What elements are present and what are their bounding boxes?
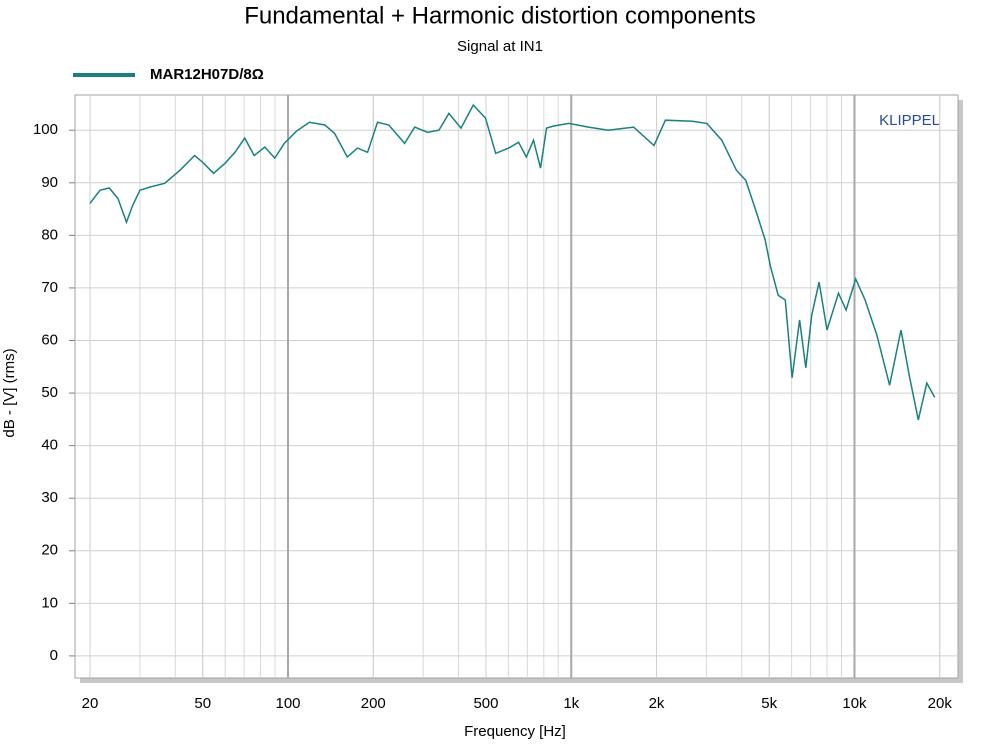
y-tick-label: 10 (41, 594, 58, 611)
chart-subtitle: Signal at IN1 (457, 38, 543, 55)
x-tick-label: 200 (361, 695, 386, 712)
y-tick-label: 20 (41, 542, 58, 559)
watermark: KLIPPEL (879, 112, 940, 129)
x-tick-label: 50 (194, 695, 211, 712)
x-tick-label: 5k (761, 695, 777, 712)
legend-label: MAR12H07D/8Ω (150, 66, 264, 83)
x-tick-label: 20 (82, 695, 99, 712)
x-tick-label: 100 (275, 695, 300, 712)
x-axis-label: Frequency [Hz] (464, 723, 566, 740)
x-tick-label: 2k (649, 695, 665, 712)
series-line (89, 103, 936, 421)
y-tick-label: 50 (41, 384, 58, 401)
y-tick-label: 80 (41, 226, 58, 243)
y-tick-label: 0 (50, 647, 58, 664)
y-tick-label: 100 (33, 121, 58, 138)
y-tick-label: 30 (41, 489, 58, 506)
y-tick-label: 70 (41, 279, 58, 296)
y-tick-label: 90 (41, 174, 58, 191)
y-axis-label: dB - [V] (rms) (1, 348, 18, 437)
chart-title: Fundamental + Harmonic distortion compon… (244, 2, 756, 29)
x-tick-label: 10k (842, 695, 867, 712)
x-tick-label: 500 (473, 695, 498, 712)
x-tick-label: 1k (563, 695, 579, 712)
y-tick-label: 60 (41, 331, 58, 348)
y-tick-label: 40 (41, 437, 58, 454)
x-tick-label: 20k (928, 695, 953, 712)
